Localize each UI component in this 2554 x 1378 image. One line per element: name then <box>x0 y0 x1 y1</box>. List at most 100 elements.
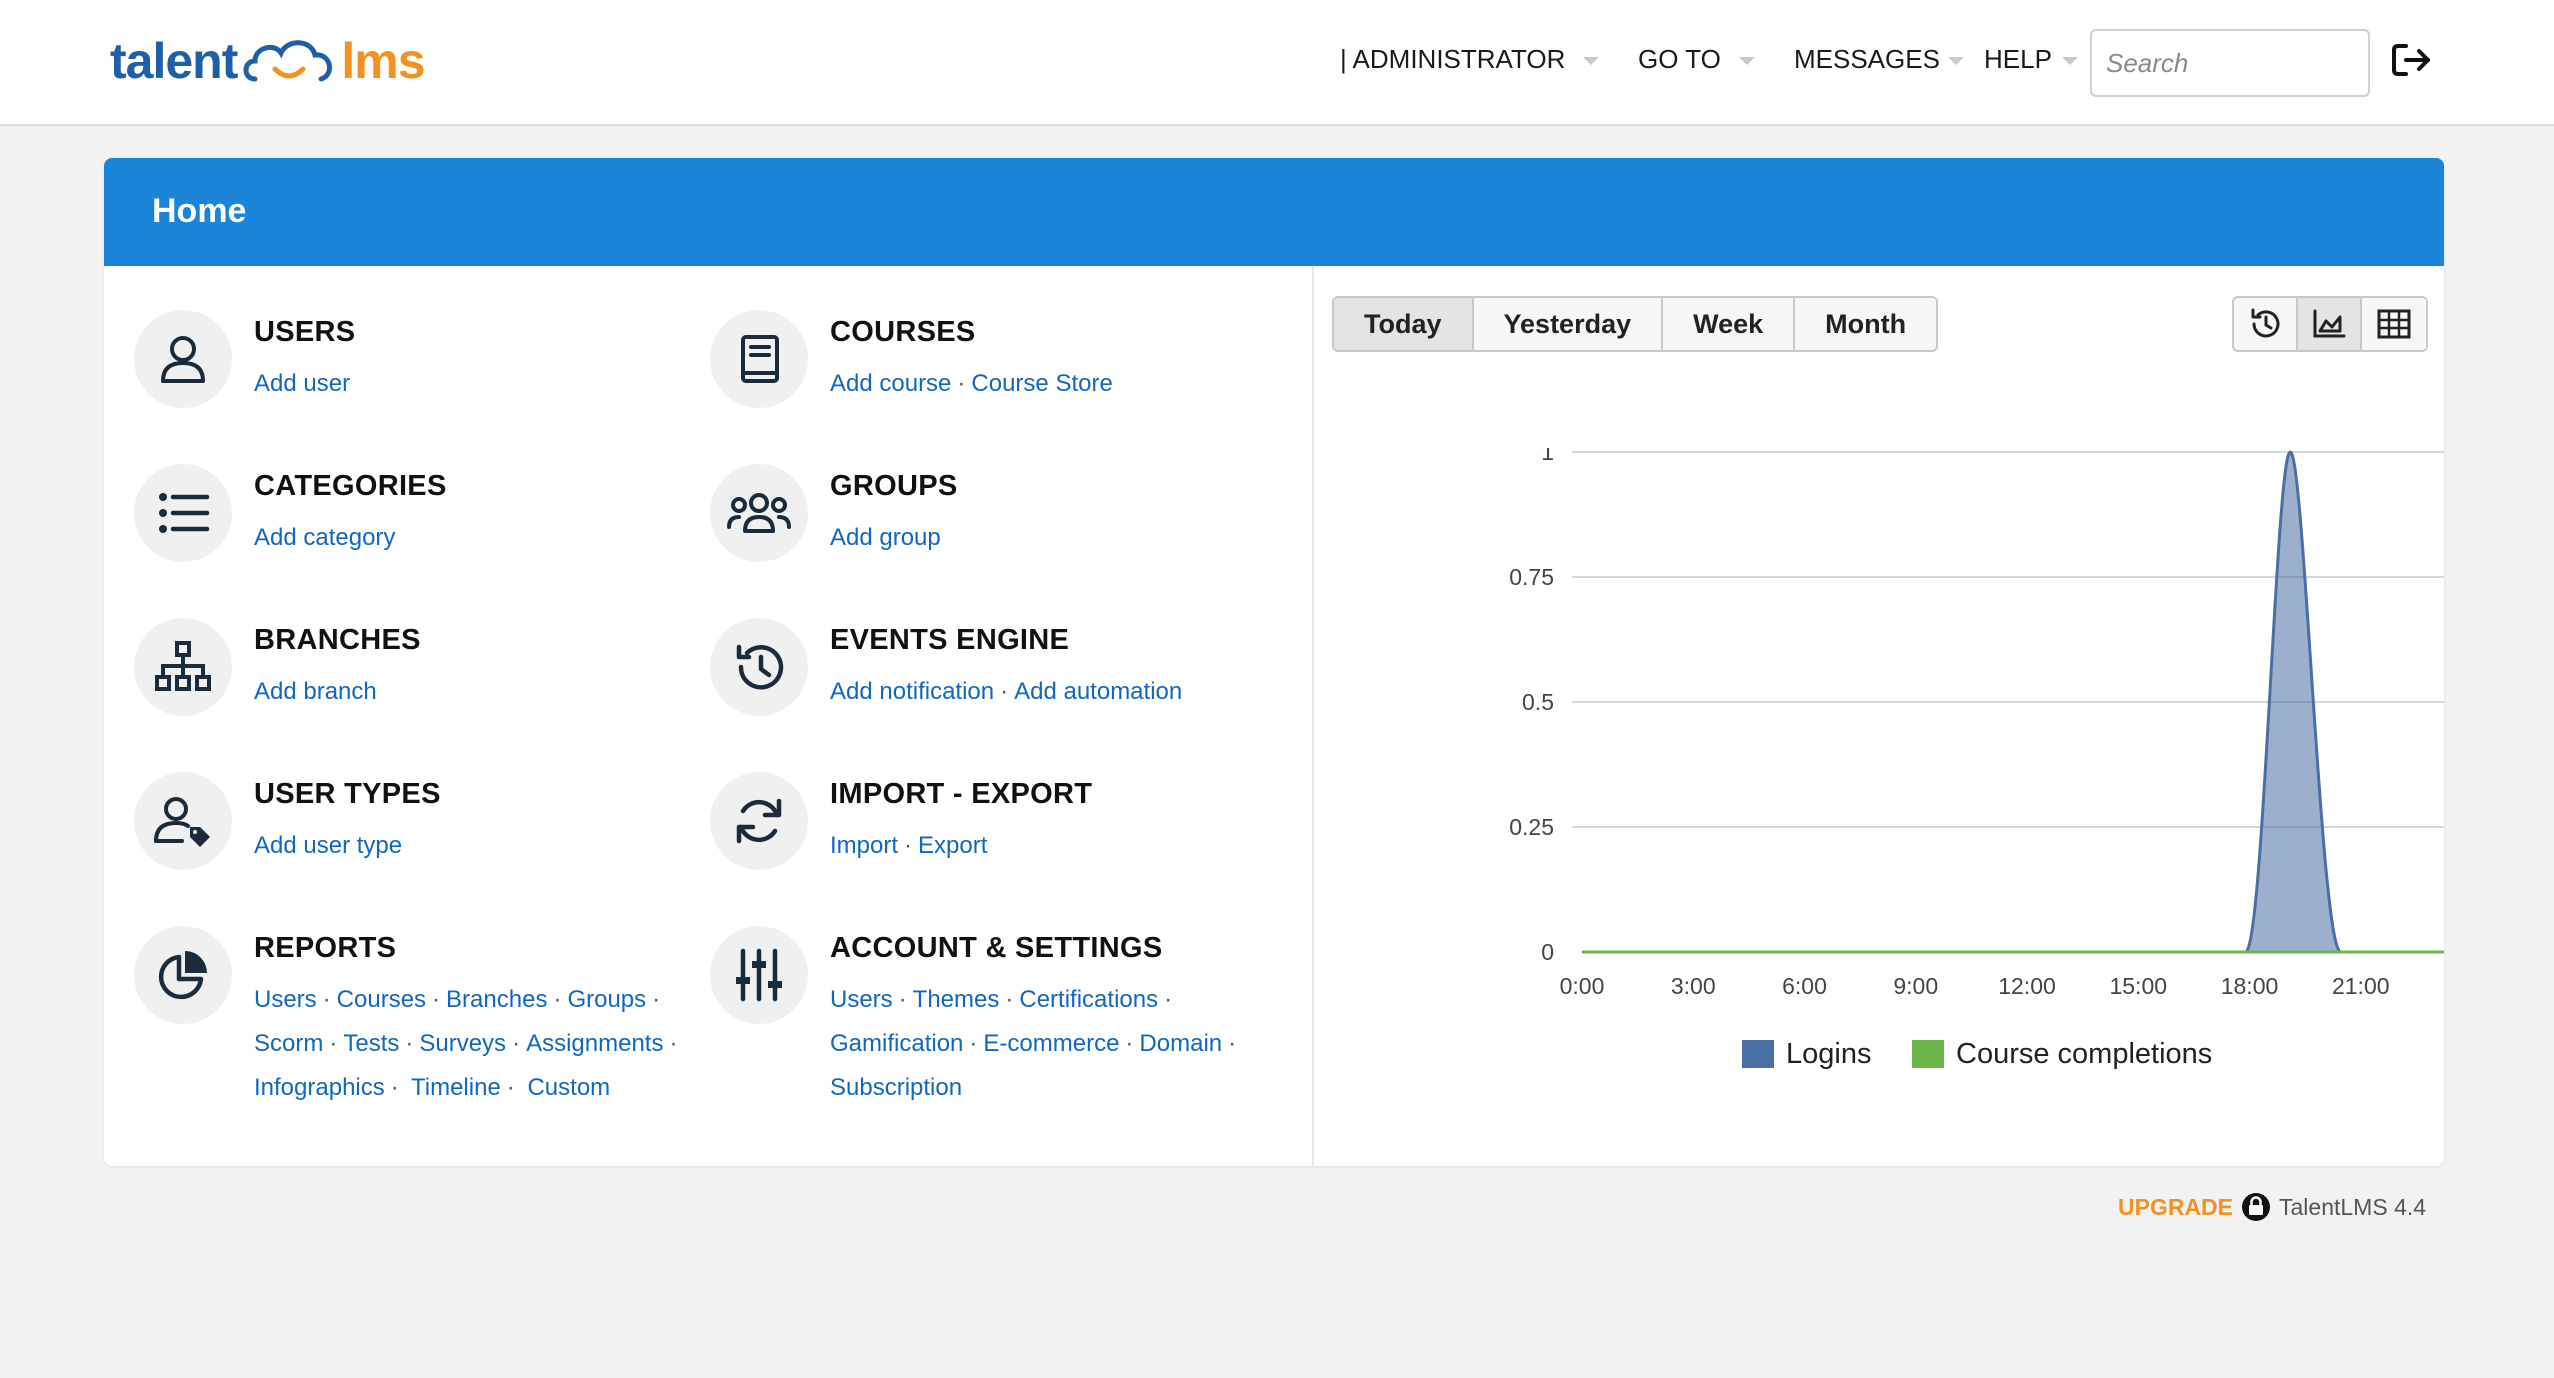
history-icon[interactable] <box>710 618 808 716</box>
tile-account-title: ACCOUNT & SETTINGS <box>830 932 1163 964</box>
link-export[interactable]: Export <box>918 832 988 859</box>
separator: · <box>512 1030 521 1057</box>
link-reports-tests[interactable]: Tests <box>343 1030 400 1057</box>
separator: · <box>1125 1030 1134 1057</box>
tile-reports-title: REPORTS <box>254 932 397 964</box>
link-add-notification[interactable]: Add notification <box>830 678 995 705</box>
link-add-user[interactable]: Add user <box>254 370 351 397</box>
separator: · <box>405 1030 414 1057</box>
link-reports-courses[interactable]: Courses <box>336 986 427 1013</box>
link-add-group[interactable]: Add group <box>830 524 941 551</box>
home-panel: Home USERS Add user COURSES Add course · C… <box>104 158 2444 1166</box>
tile-categories-links: Add category <box>254 516 395 560</box>
legend-label: Course completions <box>1956 1038 2212 1070</box>
period-today-button[interactable]: Today <box>1334 298 1474 350</box>
nav-help-label: HELP <box>1984 44 2052 74</box>
link-reports-custom[interactable]: Custom <box>527 1074 611 1101</box>
upgrade-link[interactable]: UPGRADE <box>2118 1193 2234 1220</box>
logo-talent-text: talent <box>110 33 238 89</box>
x-tick-label: 9:00 <box>1893 973 1938 999</box>
link-add-course[interactable]: Add course <box>830 370 952 397</box>
nav-goto-label: GO TO <box>1638 44 1721 74</box>
table-view-button[interactable] <box>2362 298 2426 350</box>
tile-users-title: USERS <box>254 316 356 348</box>
lock-icon <box>2242 1193 2271 1221</box>
legend-swatch <box>1742 1040 1774 1068</box>
link-add-category[interactable]: Add category <box>254 524 396 551</box>
tile-users-links: Add user <box>254 362 350 406</box>
nav-goto[interactable]: GO TO <box>1638 44 1755 75</box>
user-icon[interactable] <box>134 310 232 408</box>
history-icon <box>2251 308 2280 338</box>
book-icon[interactable] <box>710 310 808 408</box>
link-account-themes[interactable]: Themes <box>912 986 1000 1013</box>
list-icon[interactable] <box>134 464 232 562</box>
link-account-certifications[interactable]: Certifications <box>1019 986 1159 1013</box>
x-tick-label: 12:00 <box>1998 973 2056 999</box>
separator: · <box>432 986 441 1013</box>
cloud-smile-icon <box>243 40 333 82</box>
talentlms-logo[interactable]: talent lms <box>110 28 426 94</box>
separator: · <box>1000 678 1009 705</box>
link-add-branch[interactable]: Add branch <box>254 678 377 705</box>
sitemap-icon[interactable] <box>134 618 232 716</box>
tile-usertypes-title: USER TYPES <box>254 778 441 810</box>
link-import[interactable]: Import <box>830 832 899 859</box>
link-course-store[interactable]: Course Store <box>971 370 1113 397</box>
nav-help[interactable]: HELP <box>1984 44 2078 75</box>
legend-label: Logins <box>1786 1038 1871 1070</box>
user-tag-icon[interactable] <box>134 772 232 870</box>
link-account-subscription[interactable]: Subscription <box>830 1074 963 1101</box>
x-tick-label: 18:00 <box>2221 973 2279 999</box>
separator: · <box>898 986 907 1013</box>
page-title: Home <box>152 192 247 230</box>
link-reports-surveys[interactable]: Surveys <box>419 1030 507 1057</box>
period-month-button[interactable]: Month <box>1795 298 1937 350</box>
link-reports-users[interactable]: Users <box>254 986 317 1013</box>
tile-branches-title: BRANCHES <box>254 624 421 656</box>
separator: · <box>506 1074 515 1101</box>
activity-chart: 0 0.25 0.5 0.75 1 0:00 3:00 6:00 9:00 12:00 15:00 1… <box>1509 448 2444 1070</box>
sliders-icon[interactable] <box>710 926 808 1024</box>
area-chart-view-button[interactable] <box>2298 298 2362 350</box>
link-reports-groups[interactable]: Groups <box>567 986 647 1013</box>
link-reports-assignments[interactable]: Assignments <box>526 1030 664 1057</box>
chevron-down-icon <box>1947 56 1964 65</box>
link-add-user-type[interactable]: Add user type <box>254 832 403 859</box>
nav-administrator-label: | ADMINISTRATOR <box>1340 44 1566 74</box>
tile-reports-links: Users · Courses · Branches · Groups · Scorm · Tes… <box>254 978 683 1110</box>
nav-administrator[interactable]: | ADMINISTRATOR <box>1340 44 1600 75</box>
x-tick-label: 3:00 <box>1671 973 1716 999</box>
search-input[interactable] <box>2090 29 2370 97</box>
link-add-automation[interactable]: Add automation <box>1014 678 1183 705</box>
tile-groups-links: Add group <box>830 516 941 560</box>
link-reports-infographics[interactable]: Infographics <box>254 1074 385 1101</box>
pie-chart-icon[interactable] <box>134 926 232 1024</box>
link-account-gamification[interactable]: Gamification <box>830 1030 964 1057</box>
period-week-button[interactable]: Week <box>1663 298 1796 350</box>
version-label: TalentLMS 4.4 <box>2279 1193 2427 1220</box>
link-reports-timeline[interactable]: Timeline <box>410 1074 501 1101</box>
separator: · <box>969 1030 978 1057</box>
link-reports-scorm[interactable]: Scorm <box>254 1030 324 1057</box>
separator: · <box>904 832 913 859</box>
users-group-icon[interactable] <box>710 464 808 562</box>
tile-importexport-title: IMPORT - EXPORT <box>830 778 1093 810</box>
footer: UPGRADE TalentLMS 4.4 <box>2118 1192 2426 1222</box>
top-bar: talent lms | ADMINISTRATOR GO TO MESSAGE… <box>0 0 2554 126</box>
period-yesterday-button[interactable]: Yesterday <box>1473 298 1664 350</box>
tile-importexport-links: Import · Export <box>830 824 987 868</box>
link-reports-branches[interactable]: Branches <box>446 986 548 1013</box>
sync-icon[interactable] <box>710 772 808 870</box>
link-account-users[interactable]: Users <box>830 986 893 1013</box>
series-logins-area <box>2244 450 2343 954</box>
x-tick-label: 0:00 <box>1560 973 1605 999</box>
history-view-button[interactable] <box>2234 298 2298 350</box>
nav-messages[interactable]: MESSAGES <box>1794 44 1964 75</box>
link-account-ecommerce[interactable]: E-commerce <box>983 1030 1120 1057</box>
y-tick-label: 0.75 <box>1509 564 1554 590</box>
view-selector <box>2232 296 2428 352</box>
logout-icon[interactable] <box>2390 40 2436 80</box>
separator: · <box>329 1030 338 1057</box>
link-account-domain[interactable]: Domain <box>1139 1030 1223 1057</box>
